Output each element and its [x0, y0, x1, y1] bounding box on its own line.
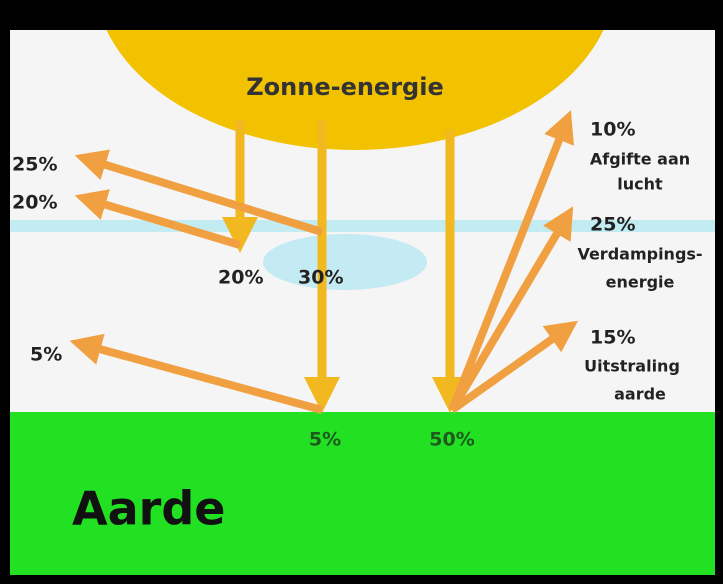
right-text: Verdampings- — [577, 245, 702, 264]
right-text: lucht — [617, 175, 663, 194]
ground-title: Aarde — [72, 482, 225, 536]
right-text: Uitstraling — [584, 357, 680, 376]
right-text: energie — [606, 273, 675, 292]
right-value: 15% — [590, 327, 635, 349]
left-label: 20% — [12, 192, 57, 214]
left-label: 25% — [12, 154, 57, 176]
left-label: 5% — [30, 344, 62, 366]
ground-label: 5% — [309, 429, 341, 451]
right-value: 25% — [590, 214, 635, 236]
cloud — [263, 234, 427, 290]
ground-label: 50% — [429, 429, 474, 451]
diagram: Zonne-energie 25% 20% 5% 20% 30% 5% 50% … — [0, 0, 723, 584]
title: Zonne-energie — [246, 73, 443, 101]
right-text: aarde — [614, 385, 666, 404]
right-value: 10% — [590, 119, 635, 141]
right-text: Afgifte aan — [590, 150, 690, 169]
cloud-label: 30% — [298, 267, 343, 289]
cloud-label: 20% — [218, 267, 263, 289]
